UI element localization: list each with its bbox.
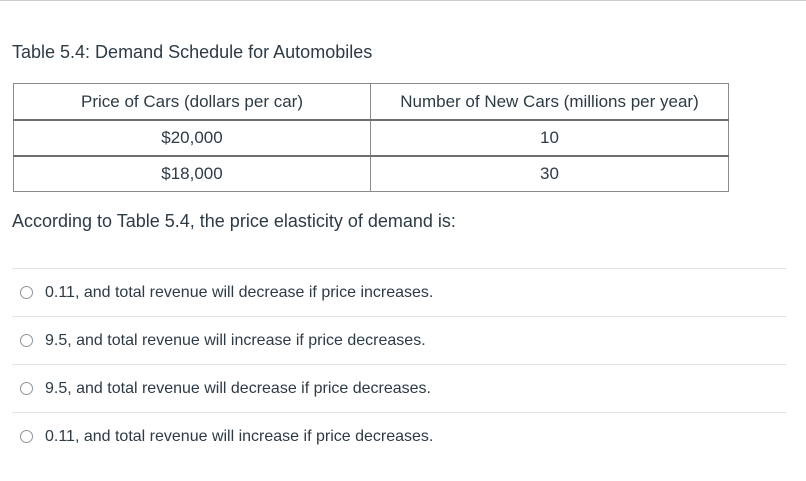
table-row: $20,000 10 — [13, 119, 729, 157]
answer-label[interactable]: 0.11, and total revenue will increase if… — [45, 427, 434, 445]
table-row: $18,000 30 — [13, 155, 729, 192]
price-cell: $20,000 — [13, 119, 371, 157]
quantity-cell: 10 — [370, 119, 729, 157]
answer-option-1[interactable]: 0.11, and total revenue will decrease if… — [12, 268, 786, 316]
answer-option-3[interactable]: 9.5, and total revenue will decrease if … — [12, 364, 786, 412]
answer-label[interactable]: 9.5, and total revenue will increase if … — [45, 331, 426, 349]
column-header-price: Price of Cars (dollars per car) — [13, 83, 371, 121]
radio-button-icon[interactable] — [20, 286, 33, 299]
answer-label[interactable]: 9.5, and total revenue will decrease if … — [45, 379, 431, 397]
answer-option-2[interactable]: 9.5, and total revenue will increase if … — [12, 316, 786, 364]
top-divider — [0, 0, 806, 1]
demand-schedule-table: Price of Cars (dollars per car) Number o… — [13, 83, 729, 192]
answer-option-4[interactable]: 0.11, and total revenue will increase if… — [12, 412, 786, 461]
price-cell: $18,000 — [13, 155, 371, 192]
table-title: Table 5.4: Demand Schedule for Automobil… — [12, 42, 373, 62]
table-header-row: Price of Cars (dollars per car) Number o… — [13, 83, 729, 121]
quantity-cell: 30 — [370, 155, 729, 192]
answer-label[interactable]: 0.11, and total revenue will decrease if… — [45, 283, 434, 301]
radio-button-icon[interactable] — [20, 382, 33, 395]
radio-button-icon[interactable] — [20, 334, 33, 347]
column-header-quantity: Number of New Cars (millions per year) — [370, 83, 729, 121]
question-text: According to Table 5.4, the price elasti… — [12, 211, 456, 231]
radio-button-icon[interactable] — [20, 430, 33, 443]
answer-list: 0.11, and total revenue will decrease if… — [12, 268, 786, 461]
